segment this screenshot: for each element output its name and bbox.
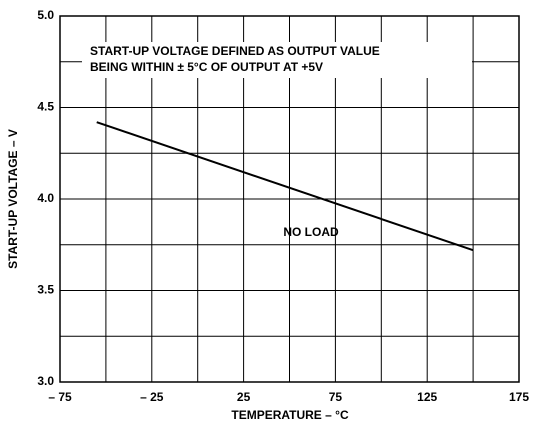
x-tick-label: 175	[509, 390, 529, 404]
y-axis-label: START-UP VOLTAGE – V	[6, 129, 20, 269]
y-tick-label: 3.5	[37, 283, 54, 297]
annotation: NO LOAD	[283, 225, 339, 239]
annotation: START-UP VOLTAGE DEFINED AS OUTPUT VALUE	[90, 44, 380, 58]
x-tick-label: – 75	[48, 390, 72, 404]
y-tick-label: 4.5	[37, 100, 54, 114]
data-line	[96, 121, 474, 252]
y-tick-label: 4.0	[37, 191, 54, 205]
y-tick-label: 3.0	[37, 374, 54, 388]
x-axis-label: TEMPERATURE – °C	[231, 408, 349, 422]
annotation-box	[82, 42, 472, 78]
x-tick-label: – 25	[140, 390, 164, 404]
annotation: BEING WITHIN ± 5°C OF OUTPUT AT +5V	[90, 60, 323, 74]
x-tick-label: 125	[417, 390, 437, 404]
x-tick-label: 75	[329, 390, 343, 404]
plot-frame	[59, 15, 520, 383]
y-tick-label: 5.0	[37, 8, 54, 22]
x-tick-label: 25	[237, 390, 251, 404]
